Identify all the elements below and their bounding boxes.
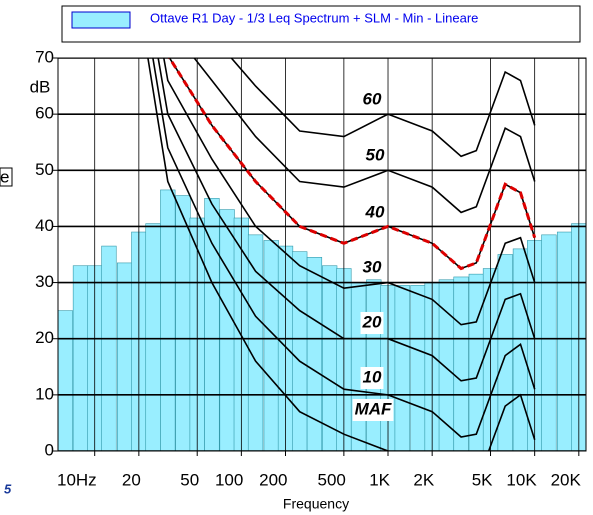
bar bbox=[410, 285, 426, 451]
x-tick-label: 1K bbox=[369, 470, 390, 489]
contour-line bbox=[162, 58, 536, 326]
plot-area bbox=[58, 58, 586, 451]
bar bbox=[160, 189, 176, 451]
bar bbox=[541, 234, 557, 451]
x-tick-label: 100 bbox=[215, 470, 243, 489]
x-tick-label: 50 bbox=[180, 470, 199, 489]
x-tick-label: 10Hz bbox=[57, 470, 97, 489]
contour-line bbox=[157, 58, 536, 382]
contour-line bbox=[152, 58, 536, 438]
contour-label-bg bbox=[352, 399, 394, 421]
x-tick-label: 200 bbox=[259, 470, 287, 489]
legend-swatch bbox=[71, 11, 131, 29]
contour-label-bg bbox=[363, 145, 387, 167]
bar bbox=[145, 223, 161, 451]
bar bbox=[322, 265, 338, 451]
y-tick-label: 40 bbox=[35, 216, 54, 235]
bar bbox=[72, 265, 89, 451]
contour-label: MAF bbox=[355, 399, 392, 418]
bar bbox=[438, 279, 455, 451]
bar bbox=[101, 245, 117, 451]
bar bbox=[556, 231, 573, 451]
y-tick-label: 70 bbox=[35, 47, 54, 66]
x-tick-label: 10K bbox=[506, 470, 537, 489]
y-unit: dB bbox=[30, 77, 51, 96]
bar bbox=[219, 209, 235, 451]
bar bbox=[263, 240, 279, 451]
contour-line bbox=[147, 58, 536, 451]
bar bbox=[497, 254, 513, 451]
highlight-line bbox=[167, 58, 537, 271]
bar bbox=[453, 276, 469, 451]
bar bbox=[247, 234, 264, 451]
contour-label-bg bbox=[363, 202, 387, 224]
contour-label: 40 bbox=[365, 202, 385, 221]
contour-label: 30 bbox=[363, 257, 382, 276]
bar bbox=[394, 285, 410, 451]
contour-line bbox=[230, 58, 536, 158]
x-tick-label: 20K bbox=[551, 470, 582, 489]
bar bbox=[204, 198, 220, 451]
plot-frame bbox=[57, 57, 587, 452]
contour-label: 10 bbox=[363, 367, 382, 386]
y-tick-label: 60 bbox=[35, 104, 54, 123]
contour-label: 20 bbox=[362, 312, 382, 331]
bar bbox=[366, 279, 382, 451]
y-tick-label: 0 bbox=[45, 440, 54, 459]
x-tick-label: 2K bbox=[413, 470, 434, 489]
bar bbox=[117, 262, 133, 451]
bar bbox=[512, 248, 529, 451]
bar bbox=[175, 195, 191, 451]
x-axis-label: Frequency bbox=[283, 496, 349, 512]
legend-box bbox=[61, 5, 581, 43]
y-label-box bbox=[0, 167, 13, 187]
contour-label-bg bbox=[360, 89, 384, 111]
contour-label: 50 bbox=[366, 145, 385, 164]
contour-label-bg bbox=[360, 312, 384, 334]
contour-line bbox=[193, 58, 536, 214]
bar bbox=[292, 251, 308, 451]
x-tick-label: 500 bbox=[317, 470, 345, 489]
bar bbox=[58, 310, 73, 451]
y-tick-label: 50 bbox=[35, 160, 54, 179]
y-label: e bbox=[0, 167, 9, 186]
y-tick-label: 20 bbox=[35, 328, 54, 347]
contour-label-bg bbox=[360, 367, 384, 389]
contour-label-bg bbox=[360, 257, 384, 279]
x-tick-label: 5K bbox=[472, 470, 493, 489]
corner-note: 5 bbox=[4, 481, 12, 496]
legend-label: Ottave R1 Day - 1/3 Leq Spectrum + SLM -… bbox=[150, 10, 478, 25]
x-tick-label: 20 bbox=[122, 470, 141, 489]
y-tick-label: 30 bbox=[35, 272, 54, 291]
contour-label: 60 bbox=[363, 89, 382, 108]
y-tick-label: 10 bbox=[35, 384, 54, 403]
